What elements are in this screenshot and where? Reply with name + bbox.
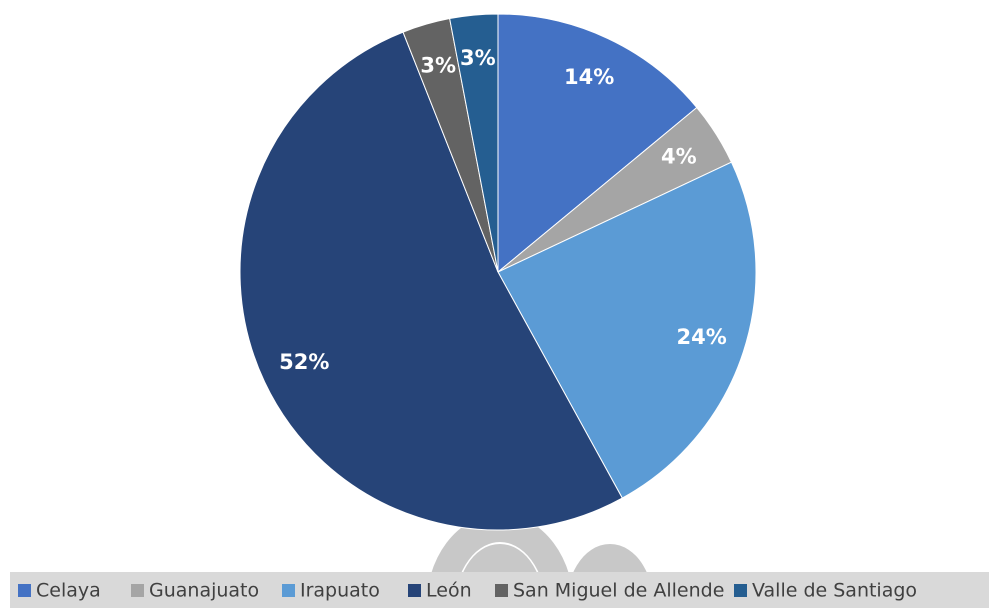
legend-label: Celaya <box>36 580 101 602</box>
legend-label: Irapuato <box>300 580 380 602</box>
data-label: 3% <box>420 53 456 77</box>
pie-slice <box>449 13 499 273</box>
legend-swatch <box>282 584 295 597</box>
data-label: 4% <box>661 144 697 168</box>
data-label: 3% <box>460 46 496 70</box>
pie-slice <box>497 13 698 274</box>
legend-swatch <box>495 584 508 597</box>
data-label: 52% <box>279 350 329 374</box>
legend-label: San Miguel de Allende <box>513 580 724 602</box>
data-label: 14% <box>564 65 614 89</box>
legend-swatch <box>131 584 144 597</box>
legend-label: León <box>426 580 472 602</box>
pie-slice <box>239 31 623 531</box>
legend-swatch <box>18 584 31 597</box>
legend-label: Valle de Santiago <box>752 580 917 602</box>
pie-slice <box>497 161 757 499</box>
data-label: 24% <box>677 325 727 349</box>
legend-label: Guanajuato <box>149 580 259 602</box>
legend-swatch <box>408 584 421 597</box>
legend-swatch <box>734 584 747 597</box>
